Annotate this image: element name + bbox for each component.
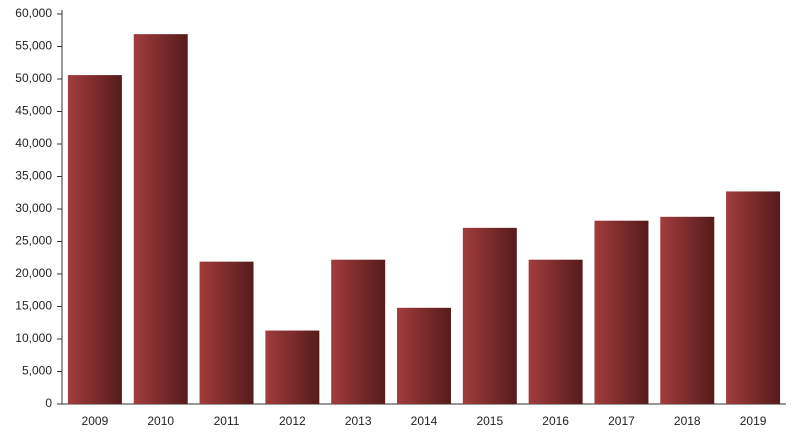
y-tick-label: 30,000: [15, 201, 52, 215]
y-tick-label: 20,000: [15, 266, 52, 280]
y-tick-label: 25,000: [15, 234, 52, 248]
x-tick-label: 2018: [674, 414, 701, 428]
bar: [462, 227, 517, 404]
x-tick-label: 2017: [608, 414, 635, 428]
x-tick-label: 2015: [476, 414, 503, 428]
x-tick-label: 2019: [740, 414, 767, 428]
y-tick-label: 35,000: [15, 169, 52, 183]
x-tick-label: 2014: [411, 414, 438, 428]
bar: [726, 191, 781, 404]
y-tick-label: 0: [45, 396, 52, 410]
bar: [331, 259, 386, 404]
bar: [133, 34, 188, 405]
x-tick-label: 2010: [147, 414, 174, 428]
bar: [199, 261, 254, 404]
bar: [660, 216, 715, 404]
bar: [397, 307, 451, 404]
x-tick-label: 2013: [345, 414, 372, 428]
bar: [594, 220, 649, 404]
bar: [67, 75, 122, 404]
y-tick-label: 55,000: [15, 39, 52, 53]
x-tick-label: 2009: [82, 414, 109, 428]
y-tick-label: 50,000: [15, 71, 52, 85]
y-tick-label: 10,000: [15, 331, 52, 345]
x-tick-label: 2011: [214, 414, 240, 428]
y-tick-label: 40,000: [15, 136, 52, 150]
y-tick-label: 60,000: [15, 6, 52, 20]
bar: [528, 259, 583, 404]
y-tick-label: 45,000: [15, 104, 52, 118]
y-tick-label: 5,000: [22, 364, 52, 378]
x-tick-label: 2016: [542, 414, 569, 428]
y-tick-label: 15,000: [15, 299, 52, 313]
bar: [265, 330, 320, 404]
x-tick-label: 2012: [279, 414, 306, 428]
